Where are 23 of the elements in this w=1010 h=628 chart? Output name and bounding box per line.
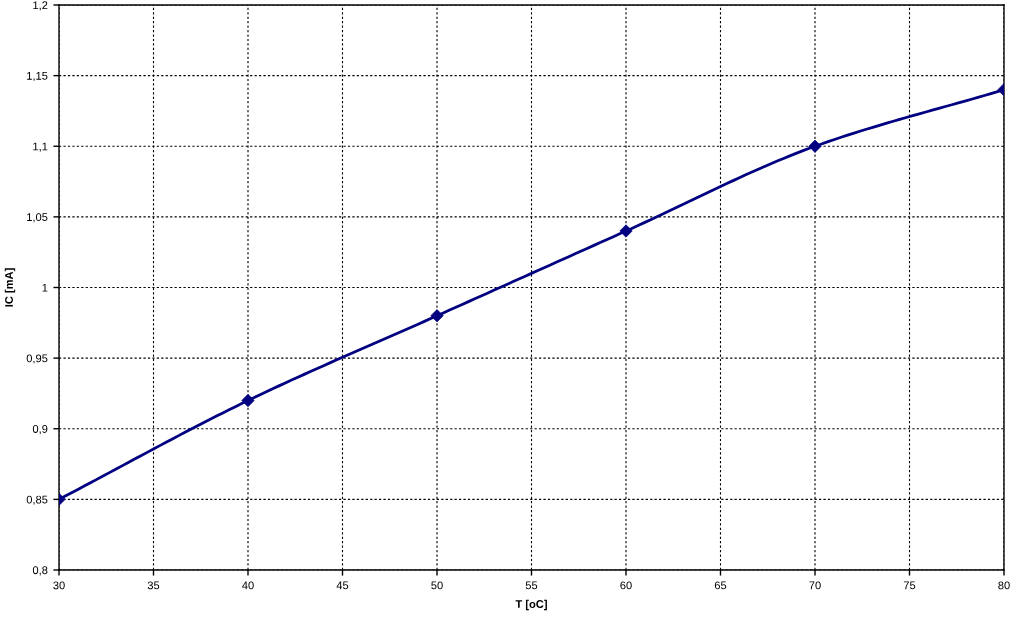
y-tick-label: 0,9: [32, 425, 48, 435]
x-tick-label: 35: [147, 581, 160, 590]
x-tick-label: 55: [525, 581, 538, 590]
x-tick-label: 45: [336, 581, 349, 590]
y-tick-label: 0,85: [26, 495, 48, 505]
x-tick-label: 80: [998, 581, 1010, 590]
point: [619, 224, 633, 238]
x-tick-label: 40: [242, 581, 254, 590]
x-tick-label: 30: [53, 581, 65, 590]
y-tick-label: 1,05: [27, 213, 48, 223]
y-tick-label: 0,8: [32, 566, 48, 576]
y-tick-label: 0,95: [26, 354, 48, 364]
x-tick-label: 70: [809, 581, 821, 590]
x-tick-label: 65: [714, 581, 727, 590]
x-tick-label: 60: [620, 581, 632, 590]
x-tick-label: 75: [903, 581, 916, 590]
y-tick-label: 1: [42, 283, 48, 292]
y-tick-label: 1,2: [33, 1, 48, 11]
x-axis-title: T [oC]: [515, 599, 547, 611]
x-tick-label: 50: [431, 581, 443, 590]
y-tick-label: 1,15: [27, 72, 48, 82]
y-tick-label: 1,1: [33, 142, 48, 152]
y-axis-title: IC [mA]: [4, 268, 16, 307]
